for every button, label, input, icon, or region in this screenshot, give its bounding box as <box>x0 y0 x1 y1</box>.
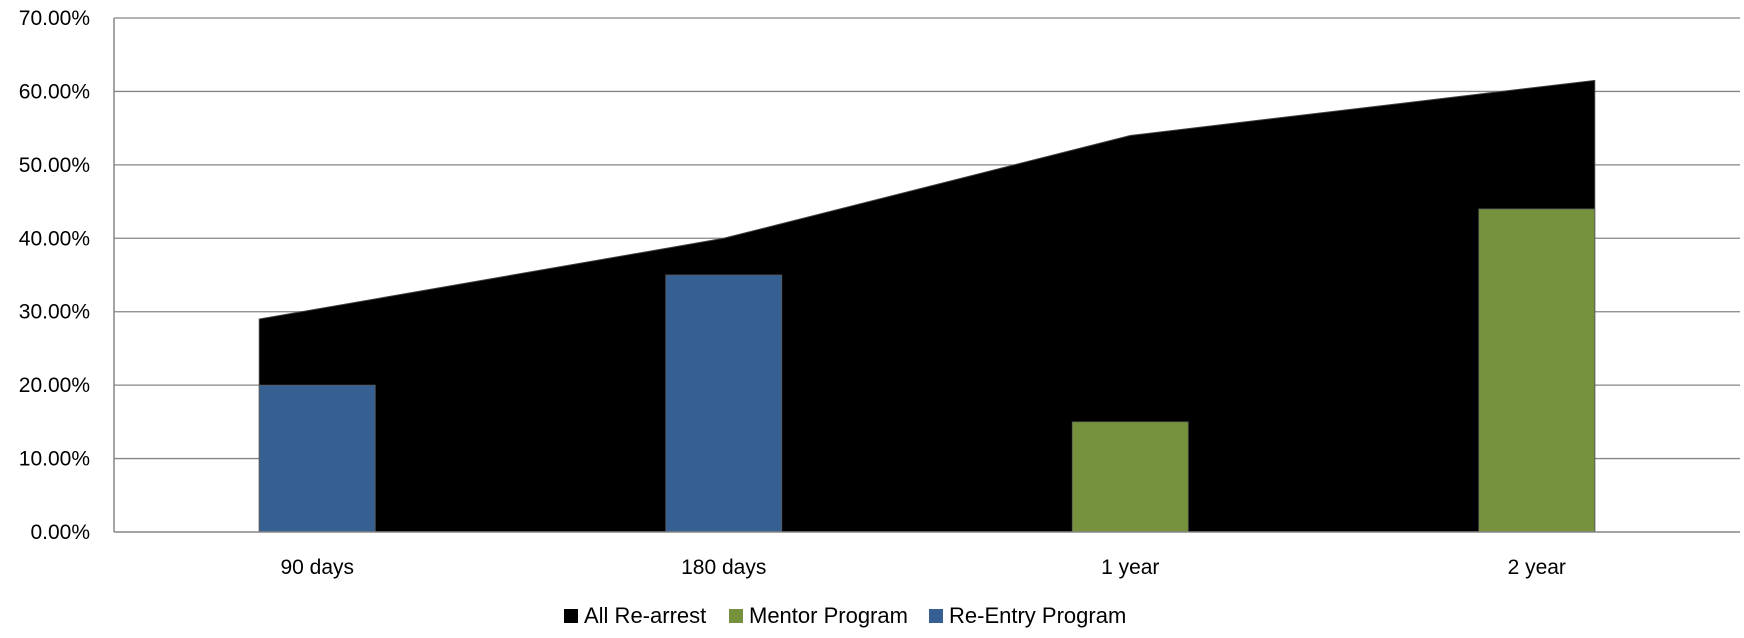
y-tick-label: 70.00% <box>19 7 90 30</box>
y-tick-label: 50.00% <box>19 154 90 177</box>
x-tick-label: 2 year <box>1508 556 1566 579</box>
axes <box>113 18 1740 533</box>
bar-re-entry-program <box>665 274 783 533</box>
bar-mentor-program <box>1478 208 1596 533</box>
legend-swatch <box>729 609 743 623</box>
x-tick-label: 1 year <box>1101 556 1159 579</box>
area-all-re-arrest <box>258 79 1596 533</box>
legend-swatch <box>564 609 578 623</box>
legend-label: Re-Entry Program <box>949 603 1126 628</box>
y-tick-label: 0.00% <box>30 521 90 544</box>
bar-re-entry-program <box>258 384 376 533</box>
legend: All Re-arrest Mentor Program Re-Entry Prog… <box>564 603 1126 628</box>
y-tick-label: 20.00% <box>19 374 90 397</box>
bar-series-group <box>258 208 1596 533</box>
y-tick-label: 10.00% <box>19 448 90 471</box>
bar-mentor-program <box>1071 421 1189 533</box>
x-tick-label: 90 days <box>280 556 354 579</box>
y-tick-label: 30.00% <box>19 301 90 324</box>
y-tick-labels: 0.00% 10.00% 20.00% 30.00% 40.00% 50.00% 60.00… <box>19 7 90 544</box>
x-tick-labels: 90 days 180 days 1 year 2 year <box>280 556 1565 579</box>
area-series-group <box>258 79 1596 533</box>
y-tick-label: 60.00% <box>19 80 90 103</box>
legend-label: Mentor Program <box>749 603 908 628</box>
x-tick-label: 180 days <box>681 556 766 579</box>
legend-label: All Re-arrest <box>584 603 706 628</box>
y-tick-label: 40.00% <box>19 227 90 250</box>
legend-swatch <box>929 609 943 623</box>
